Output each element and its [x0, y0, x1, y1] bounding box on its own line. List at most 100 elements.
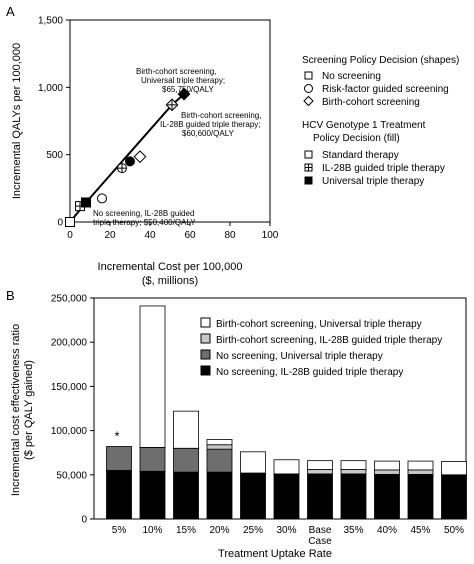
bar-segment [374, 460, 400, 471]
x-tick-label: 30% [276, 525, 296, 536]
annotation-line: IL-28B guided triple therapy; [160, 120, 261, 129]
legend-item-no-screening-il28b: No screening, IL-28B guided triple thera… [200, 365, 403, 378]
legend-a: Screening Policy Decision (shapes) No sc… [302, 55, 459, 187]
circle-marker-icon [304, 84, 313, 93]
plot-b-ylabel: Incremental cost effectiveness ratio [10, 324, 22, 496]
legend-fill-universal: Universal triple therapy [304, 176, 424, 187]
plot-a-frame [69, 19, 271, 223]
plot-b-xlabel: Treatment Uptake Rate [218, 548, 332, 560]
bar-segment [407, 469, 434, 475]
legend-item-birth-cohort-il28b: Birth-cohort screening, IL-28B guided tr… [200, 333, 442, 346]
plot-b-ylabel-units: ($ per QALY gained) [23, 360, 35, 460]
y-tick-label: 100,000 [51, 426, 88, 437]
y-tick-label: 200,000 [51, 338, 88, 349]
annotation-line: Birth-cohort screening, [181, 111, 261, 120]
bar-stack [139, 305, 166, 520]
panel-a-label: A [6, 4, 15, 19]
circle-marker [97, 193, 107, 204]
bar-segment [340, 469, 367, 475]
legend-fill-standard: Standard therapy [304, 150, 399, 161]
y-tick-label: 0 [57, 218, 63, 229]
legend-label: Birth-cohort screening, Universal triple… [216, 319, 422, 330]
bar-segment [206, 471, 233, 520]
x-tick-label: 50% [444, 525, 464, 536]
plot-a-ylabel: Incremental QALYs per 100,000 [11, 43, 23, 199]
swatch-black [200, 365, 211, 376]
scatter-point-diamond-standard [133, 150, 147, 164]
plot-a-xlabel: Incremental Cost per 100,000 [98, 261, 243, 273]
y-tick-label: 0 [81, 515, 87, 526]
legend-shape-birth-cohort: Birth-cohort screening [303, 95, 420, 108]
y-tick-label: 1,500 [38, 16, 63, 27]
legend-shape-risk-factor: Risk-factor guided screening [304, 84, 449, 95]
bar-segment [374, 469, 400, 475]
bar-stack [374, 460, 400, 520]
diamond-marker-icon [303, 95, 314, 107]
bar-segment [206, 439, 233, 446]
efficiency-frontier-line [69, 93, 185, 223]
legend-shapes-title: Screening Policy Decision (shapes) [302, 55, 459, 66]
y-tick-label: 500 [46, 150, 63, 161]
legend-fill-il28b: IL-28B guided triple therapy [304, 163, 445, 174]
open-square-icon [304, 150, 313, 159]
legend-label: Standard therapy [322, 150, 399, 161]
diamond-marker [177, 87, 191, 101]
x-tick-label: 25% [243, 525, 263, 536]
x-tick-label: 40 [144, 230, 156, 241]
diamond-marker [133, 150, 147, 164]
bar-segment [139, 446, 166, 472]
bar-segment [340, 460, 367, 470]
annotation-line: $60,600/QALY [182, 129, 235, 138]
x-tick-label: 5% [112, 525, 127, 536]
square-marker-icon [304, 71, 313, 80]
scatter-point-circle-il28b [117, 163, 127, 174]
bar-segment [206, 448, 233, 473]
swatch-white [200, 317, 211, 328]
y-tick-label: 150,000 [51, 382, 88, 393]
annotation-line: triple therapy; $50,400/QALY [93, 218, 196, 227]
bar-segment [240, 472, 266, 520]
x-tick-label: Base [309, 525, 332, 536]
bar-segment [307, 460, 333, 470]
swatch-light-gray [200, 333, 211, 344]
scatter-point-square-standard [65, 217, 75, 227]
bar-segment [173, 447, 199, 473]
y-tick-label: 1,000 [38, 83, 63, 94]
bar-stack [307, 460, 333, 520]
bar-segment [240, 451, 266, 474]
legend-fill-title-line1: HCV Genotype 1 Treatment [302, 120, 426, 131]
x-tick-label: 35% [343, 525, 363, 536]
x-tick-label: 60 [184, 230, 196, 241]
x-tick-label: 80 [224, 230, 236, 241]
bar-segment [173, 410, 199, 449]
x-tick-label: 10% [142, 525, 162, 536]
panel-a: A 0 500 1,000 1,500 0 20 40 60 80 100 Incrementa… [6, 4, 459, 287]
annotation-line: Universal triple therapy; [141, 76, 225, 85]
legend-label: Birth-cohort screening, IL-28B guided tr… [216, 335, 442, 346]
legend-b: Birth-cohort screening, Universal triple… [200, 317, 442, 378]
x-tick-label: 40% [377, 525, 397, 536]
legend-fill-title-line2: Policy Decision (fill) [313, 133, 400, 144]
bar-segment [139, 470, 166, 520]
bar-segment [307, 473, 333, 520]
bar-stack [173, 410, 199, 520]
annotation-line: $65,750/QALY [162, 85, 215, 94]
bar-stack [273, 459, 300, 520]
bar-segment [273, 459, 300, 475]
bar-segment [340, 473, 367, 520]
x-tick-label: 45% [410, 525, 430, 536]
x-tick-label: 20% [209, 525, 229, 536]
legend-label: No screening, IL-28B guided triple thera… [216, 367, 403, 378]
annotation-line: Birth-cohort screening, [136, 67, 216, 76]
bar-segment [173, 471, 199, 520]
panel-b-label: B [6, 288, 15, 303]
x-tick-label: 20 [104, 230, 116, 241]
bar-segment [307, 469, 333, 475]
circle-marker [125, 156, 135, 167]
filled-square-icon [304, 176, 313, 185]
bar-stack [240, 451, 266, 520]
x-tick-label: Case [308, 536, 332, 547]
y-tick-label: 50,000 [56, 470, 87, 481]
y-tick-label: 250,000 [51, 294, 88, 305]
